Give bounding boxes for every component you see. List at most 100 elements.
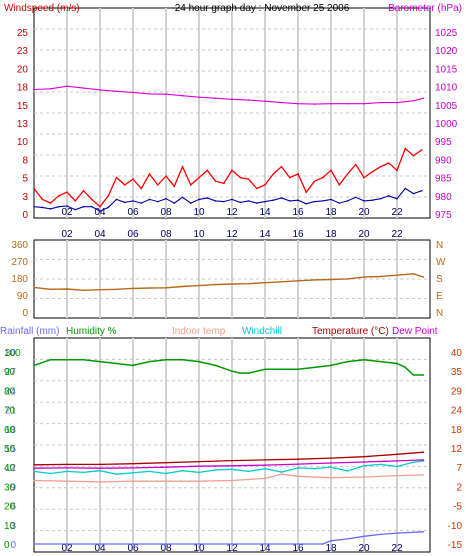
p1-point-1: [173, 185, 176, 188]
p3-point: [264, 477, 266, 480]
p3-point: [231, 479, 233, 482]
p1-point-1: [396, 169, 398, 172]
p1-point-2: [321, 200, 324, 202]
p2-point: [264, 281, 266, 284]
p3-legend-item: Indoor temp: [172, 326, 226, 337]
p1-y-left-tick: 15: [17, 101, 29, 112]
p1-point-1: [387, 162, 390, 164]
p1-point-1: [231, 169, 233, 172]
p1-point-2: [379, 197, 382, 200]
p1-point-1: [297, 173, 299, 175]
p3-point: [132, 467, 134, 469]
p3-point: [280, 473, 283, 475]
p1-point-1: [247, 178, 250, 180]
p1-y-right-tick: 1025: [435, 28, 458, 39]
p3-series-rainfall: [34, 531, 424, 545]
p3-point: [148, 470, 151, 473]
p1-x-tick-label: 12: [226, 229, 238, 240]
p2-y-left-tick: 360: [11, 240, 28, 251]
p1-point-2: [363, 200, 365, 202]
p3-point: [231, 459, 233, 462]
p1-point-0: [148, 93, 151, 95]
p3-y-rain-tick: 0: [10, 540, 16, 551]
p3-y-humidity-tick: 60: [4, 425, 16, 436]
p1-point-2: [354, 196, 357, 199]
p3-point: [165, 358, 167, 361]
p3-x-tick-label: 14: [259, 543, 271, 554]
p2-point: [346, 278, 349, 280]
p3-point: [313, 366, 316, 369]
p1-point-1: [338, 184, 341, 186]
p3-point: [412, 374, 415, 376]
p3-x-tick-label: 08: [160, 543, 172, 554]
p3-y-rain-tick: 15: [5, 444, 17, 455]
p1-point-1: [115, 176, 118, 179]
p2-y-right-tick: S: [436, 274, 443, 285]
p1-title: 24 hour graph day : November 25 2006: [175, 3, 350, 14]
p1-point-1: [371, 170, 374, 173]
p1-point-2: [165, 197, 167, 200]
p3-point: [422, 531, 425, 533]
p1-y-left-tick: 25: [17, 28, 29, 39]
p1-point-2: [214, 200, 217, 202]
p3-point: [115, 362, 118, 365]
p3-point: [198, 480, 200, 482]
p1-point-2: [156, 200, 159, 203]
p1-point-2: [338, 202, 341, 204]
p3-y-rain-tick: 21: [5, 406, 17, 417]
p2-y-left-tick: 180: [11, 274, 28, 285]
p3-point: [214, 364, 217, 367]
p1-point-2: [412, 192, 415, 195]
p3-point: [346, 538, 349, 540]
p1-point-2: [49, 208, 52, 210]
p1-x-tick-label: 06: [127, 229, 139, 240]
p2-point: [99, 288, 101, 291]
p1-point-0: [313, 103, 316, 105]
p3-point: [396, 460, 398, 462]
p1-point-0: [165, 93, 167, 96]
p2-point: [412, 273, 415, 275]
p2-point: [49, 288, 52, 291]
p3-point: [66, 463, 68, 466]
p1-point-2: [173, 202, 176, 204]
p3-y-rain-tick: 18: [5, 425, 17, 436]
p1-x-tick: 10: [193, 207, 205, 218]
p1-point-1: [41, 198, 44, 201]
p3-series-indoor-temp: [33, 473, 424, 483]
p3-y-rain-tick: 24: [5, 386, 17, 397]
p1-point-1: [288, 176, 291, 179]
p1-point-1: [156, 184, 159, 186]
p1-point-2: [222, 200, 225, 203]
p3-legend-item: Dew Point: [392, 326, 438, 337]
p3-x-tick-label: 06: [127, 543, 139, 554]
p3-legend-item: Windchill: [242, 326, 282, 337]
p1-point-1: [330, 169, 332, 172]
p3-point: [132, 462, 134, 465]
p2-point: [33, 286, 35, 289]
p1-point-1: [90, 198, 93, 201]
p1-point-1: [255, 187, 258, 190]
p3-point: [33, 543, 35, 545]
p1-y-right-tick: 980: [435, 192, 452, 203]
p3-legend-item: Humidity %: [66, 326, 117, 337]
p1-point-1: [321, 176, 324, 179]
p1-y-right-tick: 985: [435, 174, 452, 185]
p3-point: [363, 476, 365, 478]
p3-point: [33, 364, 35, 367]
p1-point-1: [123, 184, 126, 186]
p3-point: [396, 362, 398, 365]
p3-point: [330, 462, 332, 464]
p1-x-tick: 08: [160, 207, 172, 218]
p1-point-1: [280, 165, 283, 168]
p3-point: [132, 471, 134, 474]
p1-point-1: [148, 173, 151, 175]
p3-x-tick-label: 16: [292, 543, 304, 554]
p3-point: [297, 467, 299, 469]
p3-point: [181, 358, 184, 361]
p1-x-tick: 20: [358, 207, 370, 218]
p1-point-0: [49, 87, 52, 90]
p1-series-wind-speed: [33, 187, 422, 212]
temperature-humidity-panel: Rainfall (mm) Humidity % Indoor temp Windch…: [0, 326, 462, 554]
p1-x-tick: 06: [127, 207, 139, 218]
p3-point: [231, 468, 233, 471]
